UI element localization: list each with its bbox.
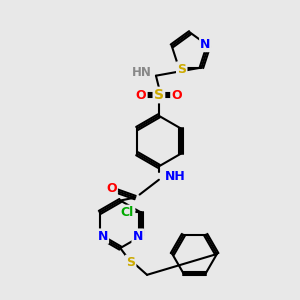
Text: S: S [177,62,186,76]
Text: HN: HN [132,66,152,79]
Text: O: O [171,88,182,101]
Text: N: N [98,230,108,243]
Text: S: S [126,256,135,269]
Text: O: O [106,182,117,195]
Text: O: O [136,88,146,101]
Text: S: S [154,88,164,102]
Text: N: N [133,230,143,243]
Text: N: N [200,38,211,51]
Text: NH: NH [165,170,186,183]
Text: Cl: Cl [121,206,134,219]
